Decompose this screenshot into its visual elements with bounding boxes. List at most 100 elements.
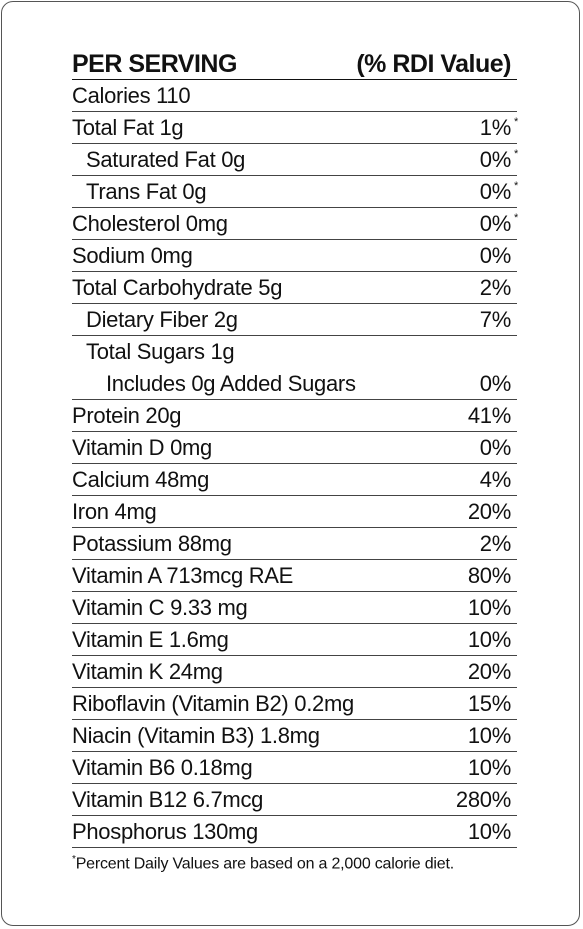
percent-value: 10% [467, 818, 511, 844]
nutrient-row: Vitamin B12 6.7mcg 280% [72, 784, 517, 816]
nutrient-row: Iron 4mg 20% [72, 496, 517, 528]
nutrient-name: Niacin (Vitamin B3) 1.8mg [72, 722, 320, 748]
nutrient-percent: 4% [479, 466, 512, 493]
nutrient-name: Vitamin B12 6.7mcg [72, 786, 264, 812]
nutrient-row: Cholesterol 0mg 0% * [72, 208, 519, 240]
nutrient-name: Protein 20g [72, 402, 182, 428]
nutrient-name: Total Fat 1g [72, 114, 184, 140]
nutrient-row: Vitamin E 1.6mg 10% [72, 624, 517, 656]
nutrient-name: Sodium 0mg [72, 242, 193, 268]
header-rdi: (% RDI Value) [356, 50, 511, 78]
nutrient-row: Vitamin C 9.33 mg 10% [72, 592, 517, 624]
percent-value: 80% [467, 562, 511, 588]
nutrient-percent: 10% [468, 723, 511, 749]
nutrient-percent: 0% [479, 434, 512, 461]
nutrient-name: Total Sugars 1g [86, 339, 235, 364]
nutrient-row: Vitamin K 24mg 20% [72, 656, 517, 688]
nutrient-percent: 2% [480, 275, 512, 301]
nutrient-name: Saturated Fat 0g [86, 146, 246, 172]
percent-value: 0% [479, 434, 512, 460]
asterisk-mark: * [514, 211, 518, 224]
percent-value: 0% [479, 242, 512, 268]
nutrient-row: Total Fat 1g 1% * [72, 112, 519, 144]
nutrient-percent: 10% [468, 595, 511, 621]
nutrition-label: PER SERVING (% RDI Value) Calories 110 To… [72, 44, 519, 873]
nutrient-name: Vitamin A 713mcg RAE [72, 562, 294, 588]
nutrient-row: Niacin (Vitamin B3) 1.8mg 10% [72, 720, 517, 752]
nutrient-row: Total Sugars 1g [72, 336, 517, 368]
nutrient-name: Phosphorus 130mg [72, 818, 258, 844]
nutrient-name: Vitamin B6 0.18mg [72, 754, 253, 780]
nutrient-percent: 80% [468, 563, 511, 589]
nutrient-row: Vitamin A 713mcg RAE 80% [72, 560, 517, 592]
nutrient-row: Dietary Fiber 2g 7% [72, 304, 517, 336]
nutrient-percent: 20% [468, 659, 511, 685]
nutrient-row: Sodium 0mg 0% [72, 240, 517, 272]
percent-value: 20% [467, 658, 511, 684]
footnote-mark: * [72, 854, 76, 865]
percent-value: 10% [467, 754, 511, 780]
nutrient-row: Vitamin D 0mg 0% [72, 432, 517, 464]
nutrient-percent: 0% * [479, 210, 519, 237]
nutrient-name: Vitamin D 0mg [72, 434, 212, 460]
nutrient-name: Includes 0g Added Sugars [106, 370, 356, 396]
nutrient-row: Phosphorus 130mg 10% [72, 816, 517, 848]
percent-value: 20% [467, 498, 511, 524]
nutrient-percent: 15% [468, 691, 511, 717]
nutrient-row: Calories 110 [72, 80, 517, 112]
nutrient-list: Calories 110 Total Fat 1g 1% * Saturated Fat… [72, 80, 519, 848]
percent-value: 1% [479, 114, 512, 140]
nutrient-percent: 0% * [479, 146, 519, 173]
nutrient-row: Includes 0g Added Sugars 0% [72, 368, 517, 400]
nutrient-name: Vitamin C 9.33 mg [72, 594, 248, 620]
nutrient-name: Vitamin K 24mg [72, 658, 223, 684]
nutrient-percent: 0% [479, 370, 512, 397]
percent-value: 0% [479, 370, 512, 396]
nutrient-percent: 20% [468, 499, 511, 525]
nutrient-percent: 10% [468, 755, 511, 781]
nutrient-name: Potassium 88mg [72, 530, 232, 556]
percent-value: 4% [479, 466, 512, 492]
nutrient-percent: 0% * [479, 178, 519, 205]
asterisk-mark: * [514, 115, 518, 128]
percent-value: 0% [479, 210, 512, 236]
nutrient-name: Cholesterol 0mg [72, 210, 228, 236]
nutrient-percent: 280% [456, 787, 511, 813]
label-header: PER SERVING (% RDI Value) [72, 44, 517, 80]
nutrient-row: Total Carbohydrate 5g 2% [72, 272, 517, 304]
asterisk-mark: * [514, 147, 518, 160]
nutrient-percent: 10% [468, 627, 511, 653]
nutrient-name: Calories 110 [72, 82, 191, 108]
nutrient-name: Iron 4mg [72, 498, 157, 524]
nutrient-name: Dietary Fiber 2g [86, 306, 238, 332]
nutrient-percent: 1% * [479, 114, 519, 141]
nutrient-name: Vitamin E 1.6mg [72, 626, 229, 652]
nutrient-percent: 7% [479, 306, 512, 333]
nutrient-row: Vitamin B6 0.18mg 10% [72, 752, 517, 784]
percent-value: 0% [479, 146, 512, 172]
percent-value: 280% [455, 786, 511, 812]
nutrient-row: Potassium 88mg 2% [72, 528, 517, 560]
asterisk-mark: * [514, 179, 518, 192]
percent-value: 2% [479, 530, 512, 556]
percent-value: 15% [467, 690, 511, 716]
nutrient-row: Saturated Fat 0g 0% * [72, 144, 519, 176]
percent-value: 10% [467, 626, 511, 652]
percent-value: 7% [479, 306, 512, 332]
nutrient-row: Trans Fat 0g 0% * [72, 176, 519, 208]
percent-value: 10% [467, 594, 511, 620]
nutrient-row: Calcium 48mg 4% [72, 464, 517, 496]
nutrient-percent: 10% [468, 819, 511, 845]
nutrient-percent: 0% [479, 242, 512, 269]
nutrient-percent: 2% [479, 530, 512, 557]
percent-value: 0% [479, 178, 512, 204]
nutrient-name: Calcium 48mg [72, 466, 210, 492]
nutrient-row: Protein 20g 41% [72, 400, 517, 432]
percent-value: 10% [467, 722, 511, 748]
nutrient-name: Total Carbohydrate 5g [72, 274, 283, 300]
footnote-text: Percent Daily Values are based on a 2,00… [75, 855, 454, 873]
nutrient-row: Riboflavin (Vitamin B2) 0.2mg 15% [72, 688, 517, 720]
nutrient-name: Trans Fat 0g [86, 178, 207, 204]
nutrient-name: Riboflavin (Vitamin B2) 0.2mg [72, 690, 354, 716]
header-per-serving: PER SERVING [72, 50, 237, 78]
